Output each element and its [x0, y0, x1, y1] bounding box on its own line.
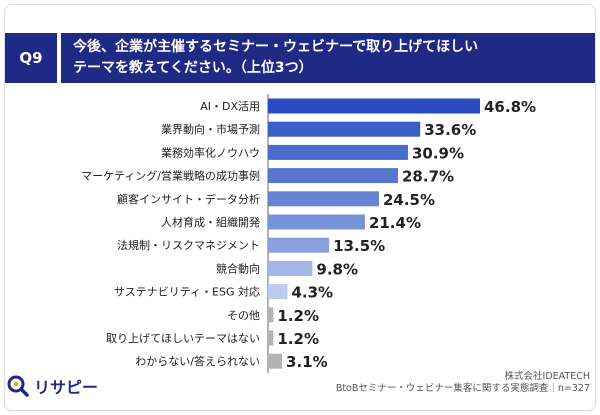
- value-label: 24.5%: [383, 191, 435, 209]
- question-title-line1: 今後、企業が主催するセミナー・ウェビナーで取り上げてほしい: [73, 39, 479, 55]
- bar: [268, 307, 274, 323]
- category-label: サステナビリティ・ESG 対応: [114, 285, 260, 299]
- category-label: 取り上げてほしいテーマはない: [106, 332, 260, 345]
- value-label: 46.8%: [484, 98, 536, 116]
- category-label: 法規制・リスクマネジメント: [117, 238, 260, 252]
- category-label: 業界動向・市場予測: [161, 122, 260, 136]
- magnifier-logo-icon: [7, 375, 29, 397]
- value-label: 1.2%: [277, 330, 319, 348]
- value-label: 13.5%: [333, 237, 385, 255]
- question-number-badge: Q9: [5, 33, 57, 83]
- category-label: その他: [227, 309, 260, 322]
- question-title: 今後、企業が主催するセミナー・ウェビナーで取り上げてほしい テーマを教えてくださ…: [61, 33, 595, 83]
- category-label: 顧客インサイト・データ分析: [117, 192, 260, 206]
- bar: [268, 237, 330, 253]
- bar: [268, 168, 399, 184]
- value-label: 30.9%: [412, 144, 464, 162]
- bar: [268, 98, 480, 114]
- value-label: 33.6%: [424, 121, 476, 139]
- question-title-line2: テーマを教えてください。（上位3つ）: [73, 60, 313, 76]
- bar: [268, 191, 379, 207]
- bar: [268, 353, 283, 369]
- category-label: 業務効率化ノウハウ: [161, 145, 260, 159]
- category-label: わからない/答えられない: [135, 354, 260, 368]
- bar: [268, 214, 365, 230]
- source-company: 株式会社IDEATECH: [504, 371, 590, 382]
- category-label: マーケティング/営業戦略の成功事例: [81, 169, 260, 183]
- value-label: 1.2%: [277, 307, 319, 325]
- bar: [268, 121, 421, 137]
- brand-logo: リサピー: [6, 374, 98, 398]
- bar: [268, 260, 313, 276]
- source-survey: BtoBセミナー・ウェビナー集客に関する実態調査｜n=327: [335, 383, 590, 394]
- value-label: 4.3%: [291, 284, 333, 302]
- bar: [268, 330, 274, 346]
- source-note: 株式会社IDEATECH BtoBセミナー・ウェビナー集客に関する実態調査｜n=…: [336, 371, 590, 395]
- value-label: 28.7%: [402, 168, 454, 186]
- value-label: 21.4%: [369, 214, 421, 232]
- value-label: 3.1%: [286, 353, 328, 371]
- chart-card: Q9 今後、企業が主催するセミナー・ウェビナーで取り上げてほしい テーマを教えて…: [4, 4, 596, 411]
- brand-logo-text: リサピー: [34, 378, 99, 397]
- bar: [268, 284, 288, 300]
- category-label: 人材育成・組織開発: [161, 215, 260, 229]
- category-label: 競合動向: [216, 261, 260, 275]
- category-label: AI・DX活用: [200, 100, 260, 113]
- bar: [268, 144, 408, 160]
- value-label: 9.8%: [316, 260, 358, 278]
